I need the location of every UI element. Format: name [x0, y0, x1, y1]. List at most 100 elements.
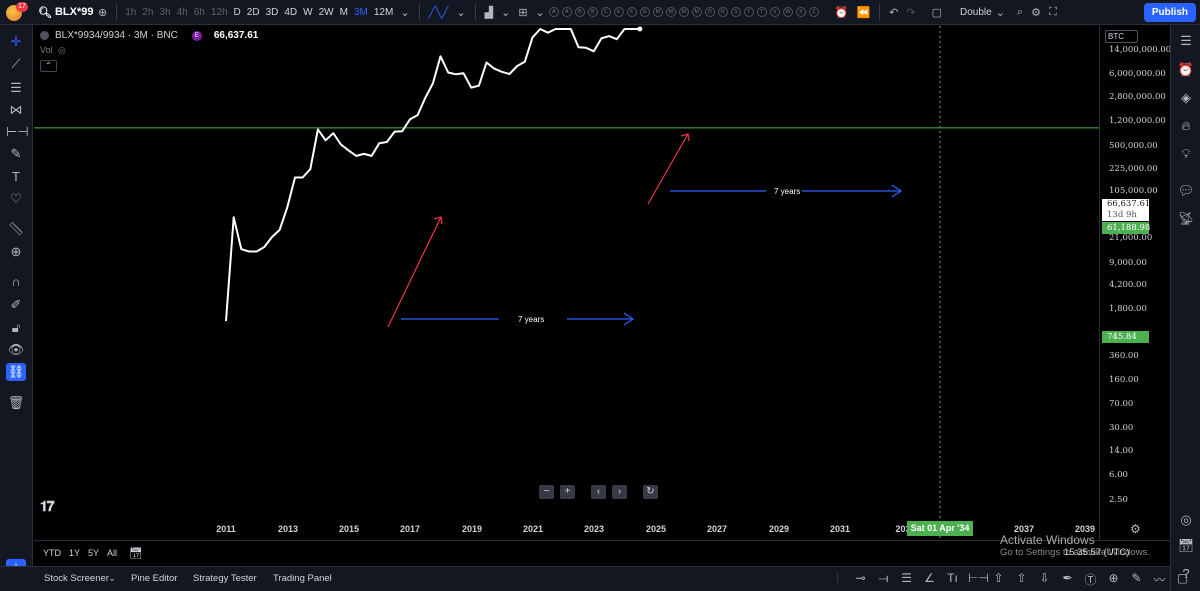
timeframe-3m[interactable]: 3M: [353, 6, 368, 18]
long-position-icon[interactable]: ⇧: [993, 571, 1004, 585]
horizontal-ray-icon[interactable]: ⊸: [855, 571, 866, 585]
quick-search-icon[interactable]: ⌕: [1016, 5, 1024, 18]
alert-letter-s[interactable]: S: [730, 7, 741, 17]
eye-hidden-icon[interactable]: ◎: [58, 45, 66, 55]
replay-icon[interactable]: ⏪: [856, 6, 871, 19]
alert-letter-m[interactable]: M: [665, 7, 676, 17]
drag-handle-icon[interactable]: ⁞: [835, 571, 840, 585]
alert-letter-w[interactable]: W: [782, 7, 793, 17]
circle-plus-icon[interactable]: ⊕: [1108, 571, 1119, 585]
lock-drawing-icon[interactable]: ✐: [10, 297, 22, 312]
collapse-legend-button[interactable]: ⌃: [40, 60, 57, 72]
trash-icon[interactable]: 🗑︎: [7, 395, 25, 410]
hotlist-flame-icon[interactable]: 🔥︎: [1181, 118, 1191, 133]
price-axis[interactable]: BTC 14,000,000.00 6,000,000.00 2,800,000.0…: [1099, 26, 1171, 540]
chevron-down-icon[interactable]: ⌄: [456, 6, 466, 19]
templates-grid-icon[interactable]: ⊞: [518, 6, 528, 19]
alert-letter-b[interactable]: B: [574, 7, 585, 17]
axis-settings-gear-icon[interactable]: ⚙: [1130, 522, 1141, 536]
heart-icon[interactable]: ♡: [10, 191, 22, 206]
alert-letter-t[interactable]: T: [756, 7, 767, 17]
tab-strategy-tester[interactable]: Strategy Tester: [193, 573, 257, 584]
chat-icon[interactable]: 💬︎: [1177, 183, 1195, 198]
timeframe-d[interactable]: D: [233, 6, 241, 18]
scroll-right-button[interactable]: ›: [612, 485, 627, 499]
undo-icon[interactable]: ↶: [889, 6, 899, 19]
alert-clock-icon[interactable]: ⏰: [834, 6, 849, 19]
tab-stock-screener[interactable]: Stock Screener: [44, 573, 109, 584]
ideas-lightbulb-icon[interactable]: 💡︎: [1181, 146, 1191, 161]
symbol-search[interactable]: 🔍︎ BLX*9934: [38, 6, 94, 19]
trend-angle-icon[interactable]: ∠: [924, 571, 935, 585]
lock-icon[interactable]: 🔓︎: [11, 320, 21, 335]
red-trend-arrow[interactable]: [647, 133, 689, 205]
tab-trading-panel[interactable]: Trading Panel: [273, 573, 332, 584]
watchlist-icon[interactable]: ☰: [1180, 33, 1192, 48]
publish-button[interactable]: Publish: [1143, 3, 1196, 22]
chevron-down-icon[interactable]: ⌄: [995, 6, 1005, 19]
alert-letter-e[interactable]: E: [613, 7, 624, 17]
brush-icon[interactable]: ✎: [10, 146, 22, 161]
pattern-icon[interactable]: ⋈: [9, 102, 23, 117]
red-trend-arrow[interactable]: [387, 216, 442, 328]
streams-icon[interactable]: 📡︎: [1177, 211, 1195, 226]
timeframe-4d[interactable]: 4D: [284, 6, 298, 18]
chevron-down-icon[interactable]: ⌄: [535, 6, 545, 19]
alerts-clock-icon[interactable]: ⏰: [1177, 62, 1195, 77]
range-all[interactable]: All: [107, 548, 118, 558]
currency-label[interactable]: BTC: [1105, 30, 1138, 43]
alert-letter-t[interactable]: T: [743, 7, 754, 17]
path-icon[interactable]: 〰: [1153, 573, 1166, 587]
reset-chart-button[interactable]: ↻: [643, 485, 658, 499]
anchored-text-icon[interactable]: Ⓣ: [1084, 573, 1097, 587]
ray-icon[interactable]: ⟞: [878, 571, 889, 585]
timeframe-2w[interactable]: 2W: [318, 6, 334, 18]
volume-indicator[interactable]: Vol ◎: [40, 45, 66, 56]
visibility-eye-icon[interactable]: 👁︎: [7, 342, 25, 357]
alert-letter-x[interactable]: X: [795, 7, 806, 17]
link-icon[interactable]: ⛓: [6, 363, 26, 381]
range-ytd[interactable]: YTD: [43, 548, 61, 558]
fib-retracement-icon[interactable]: ☰: [10, 80, 22, 95]
tab-pine-editor[interactable]: Pine Editor: [131, 573, 178, 584]
alert-letter-g[interactable]: G: [639, 7, 650, 17]
alert-letter-a[interactable]: A: [548, 7, 559, 17]
help-icon[interactable]: ?: [1182, 566, 1190, 581]
zoom-in-icon[interactable]: ⊕: [10, 244, 22, 259]
timeframe-m[interactable]: M: [339, 6, 348, 18]
chevron-down-icon[interactable]: ⌄: [501, 6, 511, 19]
line-chart-type-icon[interactable]: ╱╲╱: [428, 6, 449, 19]
alert-letter-m[interactable]: M: [691, 7, 702, 17]
go-to-date-calendar-icon[interactable]: 📅︎: [129, 547, 144, 560]
alert-letter-m[interactable]: M: [678, 7, 689, 17]
user-avatar[interactable]: 17: [4, 2, 28, 22]
timeframe-6h[interactable]: 6h: [193, 6, 205, 18]
timeframe-3h[interactable]: 3h: [159, 6, 171, 18]
legend-title[interactable]: BLX*9934/9934 · 3M · BNC: [55, 30, 178, 41]
timeframe-2d[interactable]: 2D: [246, 6, 260, 18]
timeframe-3d[interactable]: 3D: [265, 6, 279, 18]
text-tool-icon[interactable]: T: [12, 169, 20, 184]
target-icon[interactable]: ◎: [1180, 512, 1192, 527]
redo-icon[interactable]: ↷: [906, 6, 916, 19]
range-1y[interactable]: 1Y: [69, 548, 81, 558]
settings-gear-icon[interactable]: ⚙: [1031, 6, 1041, 19]
timeframe-w[interactable]: W: [303, 6, 313, 18]
chart-pane[interactable]: 7 years 7 years BLX*9934/9934 · 3M · BNC…: [34, 26, 1099, 540]
crosshair-icon[interactable]: ✛: [10, 34, 22, 49]
layout-select[interactable]: Double: [960, 6, 992, 18]
compare-symbol-button[interactable]: ⊕: [98, 6, 108, 19]
zoom-out-button[interactable]: −: [539, 485, 554, 499]
timeframe-4h[interactable]: 4h: [176, 6, 188, 18]
indicators-icon[interactable]: ▟: [484, 6, 494, 19]
layout-square-icon[interactable]: ▢: [931, 6, 942, 19]
brush-icon[interactable]: ✎: [1131, 571, 1142, 585]
arrow-up-icon[interactable]: ⇧: [1016, 571, 1027, 585]
forecast-icon[interactable]: ⊢⊣: [6, 124, 29, 139]
alert-letter-b[interactable]: B: [587, 7, 598, 17]
alert-letter-v[interactable]: V: [769, 7, 780, 17]
calendar-icon[interactable]: 📅︎: [1177, 538, 1195, 553]
timeframe-2h[interactable]: 2h: [142, 6, 154, 18]
timeframe-12h[interactable]: 12h: [210, 6, 228, 18]
fullscreen-icon[interactable]: ⛶: [1048, 5, 1057, 18]
